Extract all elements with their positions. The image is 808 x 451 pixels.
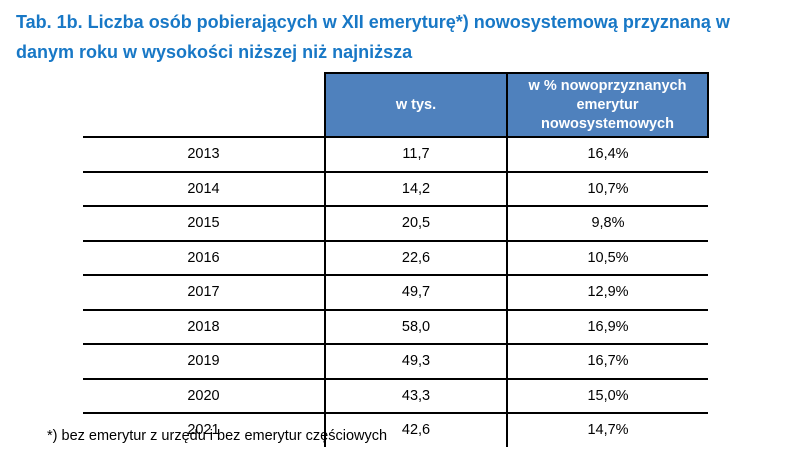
- table-row: 2018 58,0 16,9%: [83, 308, 708, 344]
- year-cell: 2016: [83, 239, 325, 275]
- thousands-cell: 20,5: [324, 205, 508, 241]
- table-body: 2013 11,7 16,4% 2014 14,2 10,7% 2015 20,…: [83, 136, 708, 447]
- header-row: w tys. w % nowoprzyznanych emerytur nowo…: [83, 72, 709, 138]
- percent-cell: 10,7%: [507, 170, 708, 206]
- table-row: 2013 11,7 16,4%: [83, 136, 708, 172]
- table-row: 2014 14,2 10,7%: [83, 170, 708, 206]
- thousands-cell: 58,0: [324, 308, 508, 344]
- thousands-column-header: w tys.: [324, 72, 508, 138]
- year-cell: 2013: [83, 136, 325, 172]
- percent-cell: 16,7%: [507, 343, 708, 379]
- thousands-cell: 11,7: [324, 136, 508, 172]
- year-cell: 2021: [83, 412, 325, 447]
- percent-cell: 10,5%: [507, 239, 708, 275]
- year-cell: 2018: [83, 308, 325, 344]
- table-title-line-2: danym roku w wysokości niższej niż najni…: [16, 42, 413, 62]
- thousands-cell: 42,6: [324, 412, 508, 447]
- percent-column-header: w % nowoprzyznanych emerytur nowosystemo…: [506, 72, 709, 138]
- footnote: *) bez emerytur z urzędu i bez emerytur …: [47, 428, 388, 444]
- table-row: 2016 22,6 10,5%: [83, 239, 708, 275]
- thousands-cell: 43,3: [324, 377, 508, 413]
- percent-cell: 15,0%: [507, 377, 708, 413]
- pension-stats-table: w tys. w % nowoprzyznanych emerytur nowo…: [83, 72, 709, 447]
- year-cell: 2020: [83, 377, 325, 413]
- table-title-line-1: Tab. 1b. Liczba osób pobierających w XII…: [16, 12, 730, 32]
- year-cell: 2015: [83, 205, 325, 241]
- table-row: 2020 43,3 15,0%: [83, 377, 708, 413]
- table-row: 2021 42,6 14,7%: [83, 412, 708, 447]
- percent-cell: 16,9%: [507, 308, 708, 344]
- thousands-cell: 22,6: [324, 239, 508, 275]
- year-column-header-empty: [83, 73, 325, 137]
- thousands-cell: 49,3: [324, 343, 508, 379]
- thousands-cell: 49,7: [324, 274, 508, 310]
- year-cell: 2019: [83, 343, 325, 379]
- percent-cell: 9,8%: [507, 205, 708, 241]
- percent-cell: 16,4%: [507, 136, 708, 172]
- table-row: 2019 49,3 16,7%: [83, 343, 708, 379]
- percent-cell: 12,9%: [507, 274, 708, 310]
- table-title: Tab. 1b. Liczba osób pobierających w XII…: [16, 7, 800, 67]
- percent-cell: 14,7%: [507, 412, 708, 447]
- table-row: 2017 49,7 12,9%: [83, 274, 708, 310]
- year-cell: 2017: [83, 274, 325, 310]
- table-row: 2015 20,5 9,8%: [83, 205, 708, 241]
- thousands-cell: 14,2: [324, 170, 508, 206]
- year-cell: 2014: [83, 170, 325, 206]
